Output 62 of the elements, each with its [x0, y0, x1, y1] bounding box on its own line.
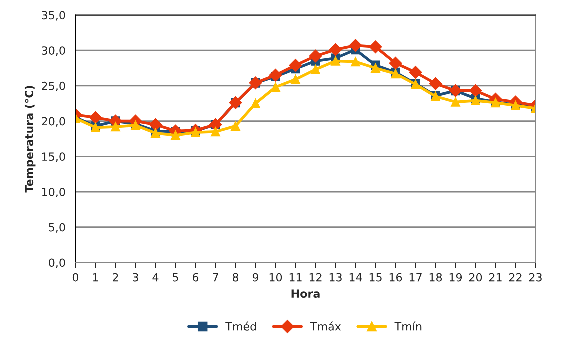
x-tick-label: 19: [450, 273, 462, 282]
point: [371, 64, 380, 73]
x-tick-label: 21: [490, 273, 502, 282]
point: [171, 130, 180, 140]
x-tick-label: 7: [213, 273, 218, 282]
point: [329, 43, 342, 56]
x-tick-label: 14: [350, 273, 362, 282]
x-tick-label: 15: [370, 273, 382, 282]
point: [311, 65, 320, 74]
x-tick-label: 3: [133, 273, 138, 282]
x-tick-label: 22: [510, 273, 522, 282]
x-tick-label: 23: [530, 273, 542, 282]
x-tick-label: 17: [410, 273, 422, 282]
y-tick-label: 20,0: [42, 117, 66, 127]
y-tick-label: 35,0: [42, 11, 66, 21]
point: [271, 82, 280, 92]
x-tick-label: 2: [113, 273, 118, 282]
point: [151, 128, 160, 138]
x-tick-label: 9: [252, 273, 258, 282]
x-tick-label: 10: [270, 273, 282, 282]
point: [429, 77, 442, 90]
point: [89, 111, 102, 124]
point: [111, 122, 120, 132]
point: [211, 127, 220, 137]
point: [149, 118, 162, 132]
legend-label: Tméd: [226, 322, 256, 331]
x-tick-label: 8: [232, 273, 239, 282]
point: [451, 98, 460, 107]
y-tick-label: 15,0: [42, 152, 66, 162]
y-tick-label: 0,0: [49, 258, 66, 268]
x-tick-label: 1: [93, 273, 98, 282]
point: [369, 40, 382, 54]
point: [351, 57, 360, 67]
x-tick-label: 0: [72, 273, 79, 282]
legend-label: Tmín: [394, 322, 422, 331]
point: [269, 68, 282, 82]
x-tick-label: 6: [192, 273, 199, 282]
point: [349, 39, 362, 52]
point: [289, 59, 302, 72]
x-tick-label: 18: [430, 273, 442, 282]
x-tick-label: 5: [173, 273, 178, 282]
point: [231, 122, 240, 131]
x-tick-label: 16: [390, 273, 402, 282]
x-tick-label: 4: [152, 273, 159, 282]
point: [409, 66, 422, 79]
legend-label: Tmáx: [310, 322, 342, 331]
y-axis-title: Temperatura (°C): [24, 86, 36, 193]
point: [389, 56, 402, 70]
x-tick-label: 11: [290, 273, 302, 282]
x-axis-title: Hora: [292, 290, 320, 298]
y-tick-label: 5,0: [49, 223, 66, 233]
point: [251, 98, 260, 108]
point: [291, 74, 300, 84]
point: [331, 56, 340, 66]
point: [309, 50, 322, 63]
x-tick-label: 20: [469, 273, 482, 282]
point: [469, 84, 482, 98]
y-tick-label: 10,0: [42, 188, 66, 198]
x-tick-label: 13: [330, 273, 342, 282]
y-tick-label: 30,0: [42, 46, 66, 56]
y-tick-label: 25,0: [42, 82, 66, 92]
x-tick-label: 12: [310, 273, 322, 282]
